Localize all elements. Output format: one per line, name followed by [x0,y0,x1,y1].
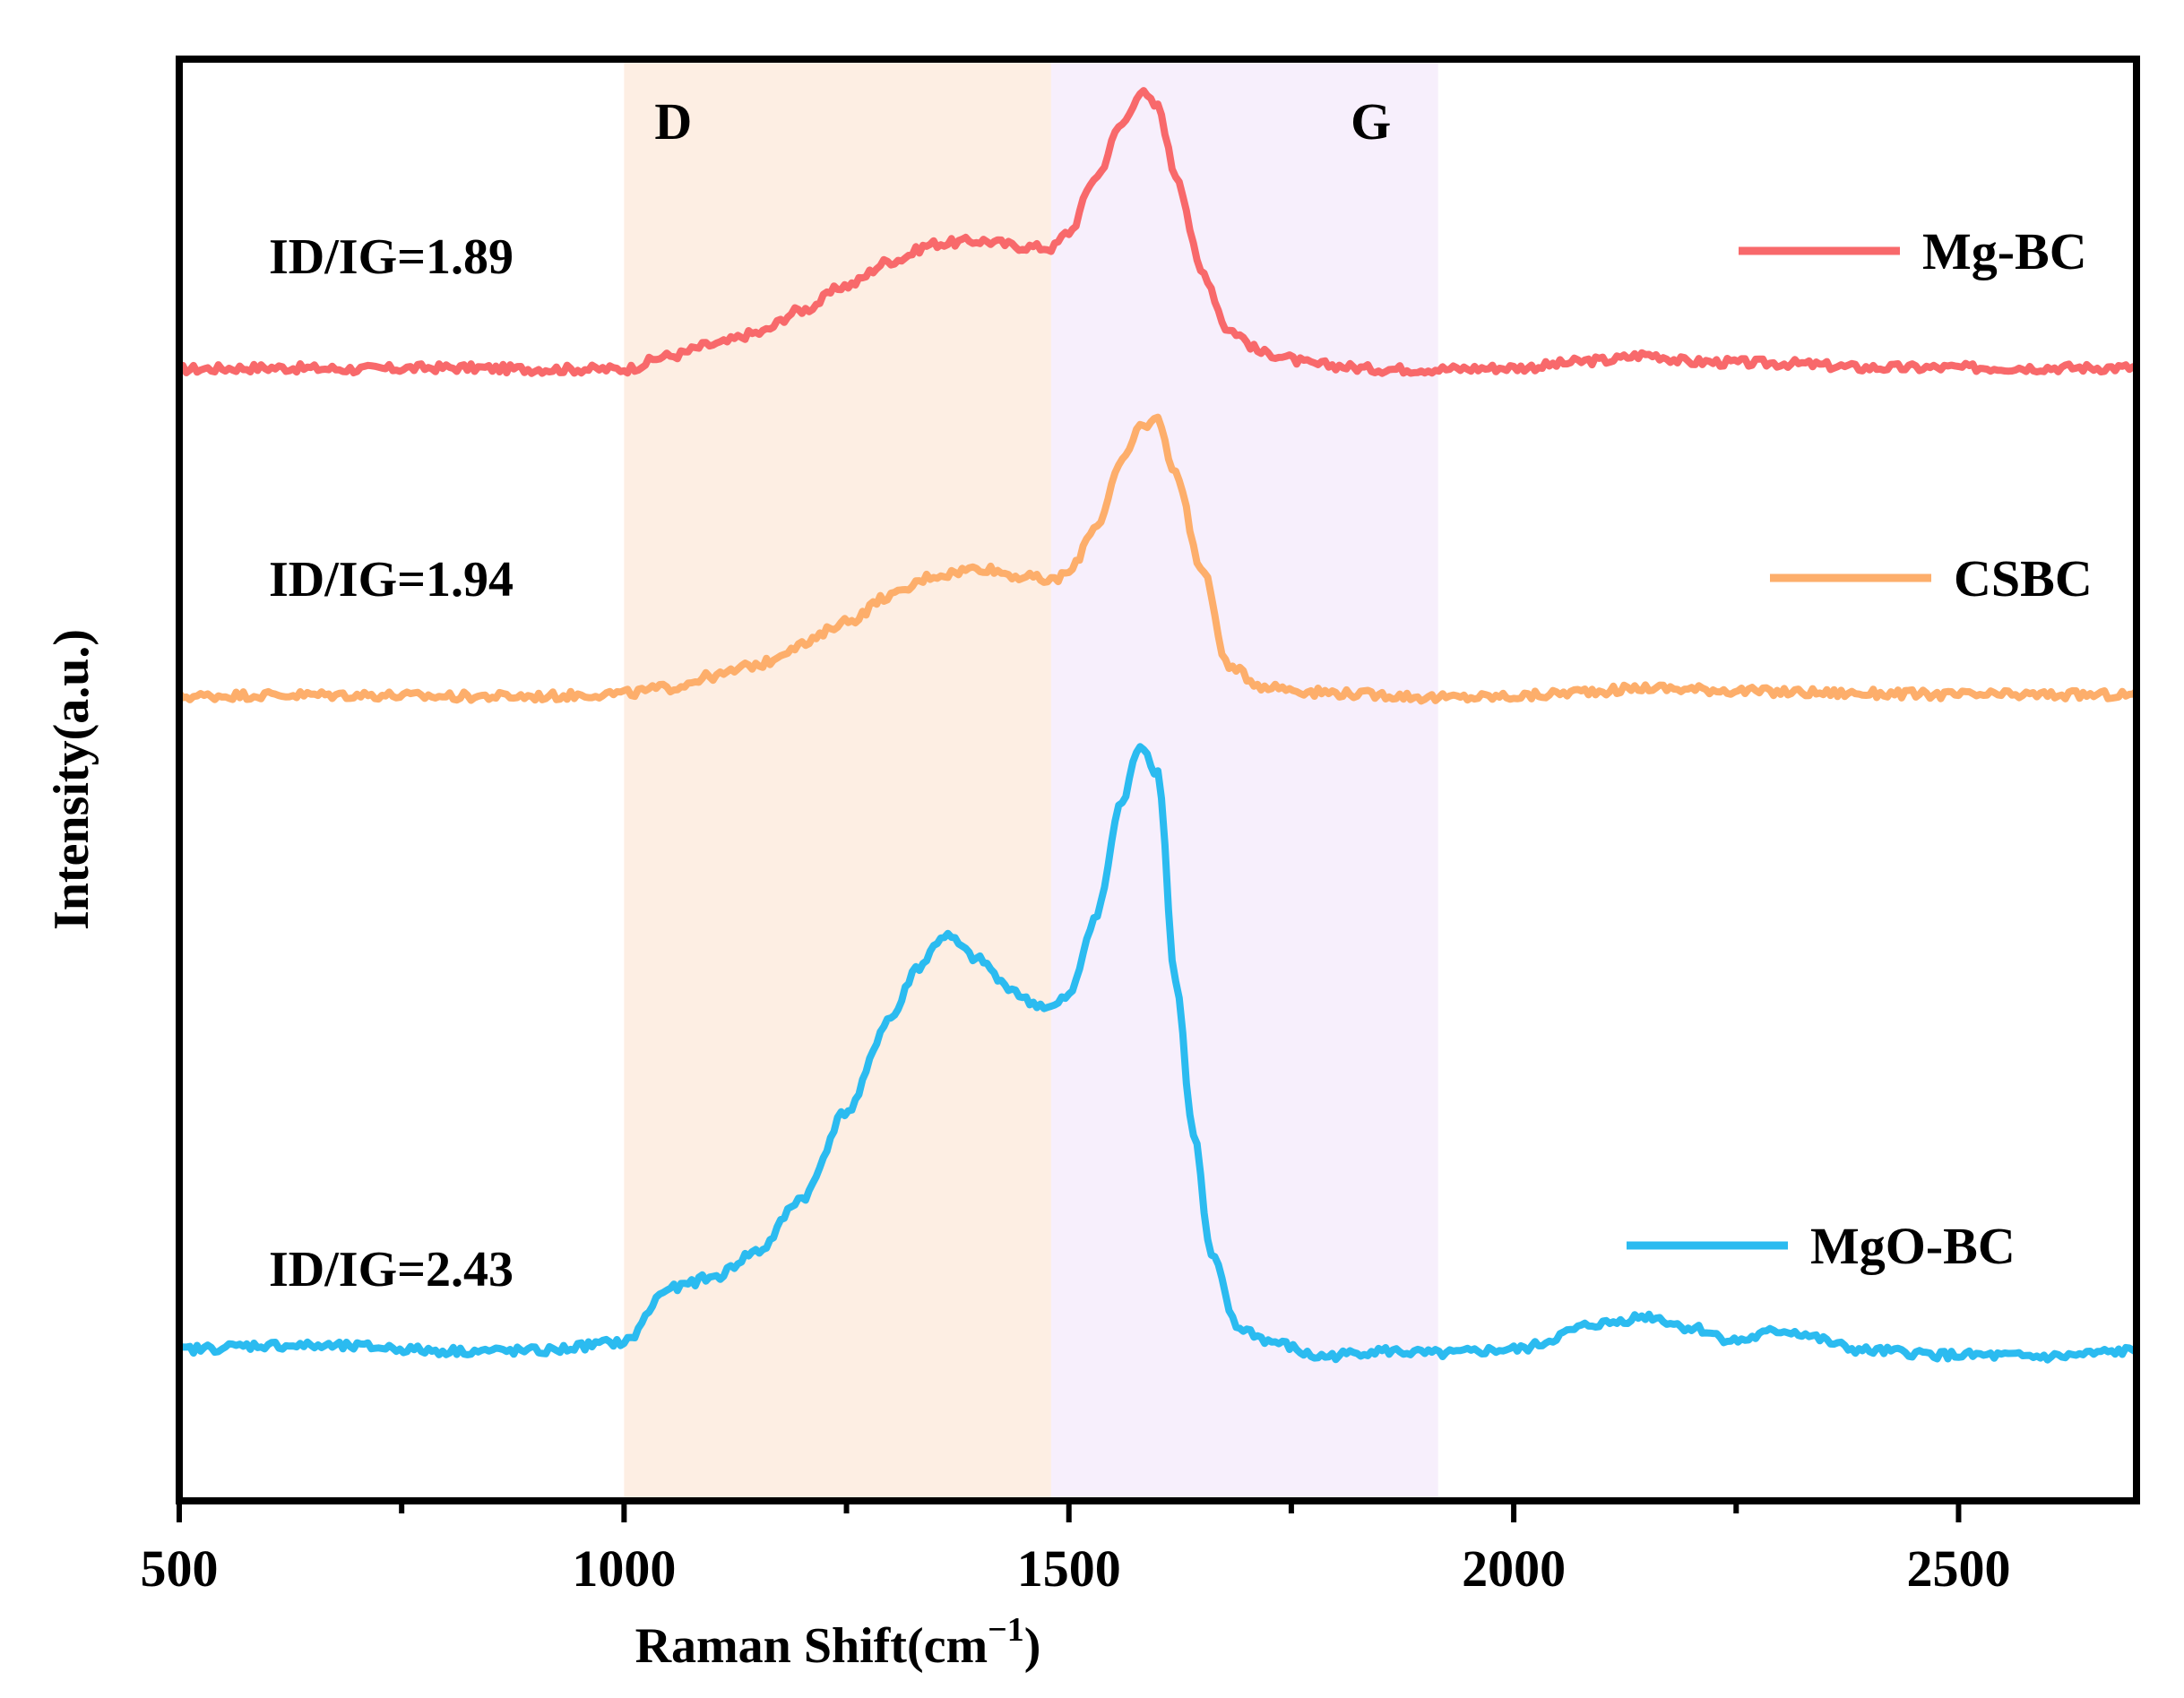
legend-layer: Mg-BC CSBC MgO-BC [1627,222,2093,1275]
series-line-mgo-bc [176,743,2140,1364]
x-axis-title-superscript: −1 [988,1611,1024,1649]
band-g-region [1050,59,1438,1501]
legend-label-mgo-bc: MgO-BC [1810,1217,2016,1275]
band-d-region [624,59,1051,1501]
x-axis-title-close: ) [1024,1618,1041,1674]
x-tick-label: 1000 [572,1539,676,1598]
x-tick-label: 2000 [1462,1539,1566,1598]
x-tick-label: 500 [141,1539,219,1598]
band-g-label: G [1351,92,1391,151]
x-tick-label: 2500 [1906,1539,2010,1598]
y-axis-title: Intensity(a.u.) [44,629,99,930]
annotation-layer: ID/IG=1.89 ID/IG=1.94 ID/IG=2.43 [269,229,514,1297]
series-line-csbc [176,413,2140,705]
x-tick-label: 1500 [1017,1539,1121,1598]
x-axis-title: Raman Shift(cm−1) [635,1611,1041,1674]
band-d-label: D [654,92,692,151]
plot-frame [176,56,2140,1504]
legend-label-csbc: CSBC [1954,549,2093,608]
annotation-mg-bc: ID/IG=1.89 [269,229,514,285]
annotation-csbc: ID/IG=1.94 [269,552,514,608]
series-line-mg-bc [176,87,2140,377]
annotation-mgo-bc: ID/IG=2.43 [269,1242,514,1297]
series-layer [176,87,2140,1364]
legend-label-mg-bc: Mg-BC [1922,222,2087,280]
x-axis-title-main: Raman Shift(cm [635,1618,988,1674]
x-axis: 500 1000 1500 2000 2500 [141,1501,2010,1598]
